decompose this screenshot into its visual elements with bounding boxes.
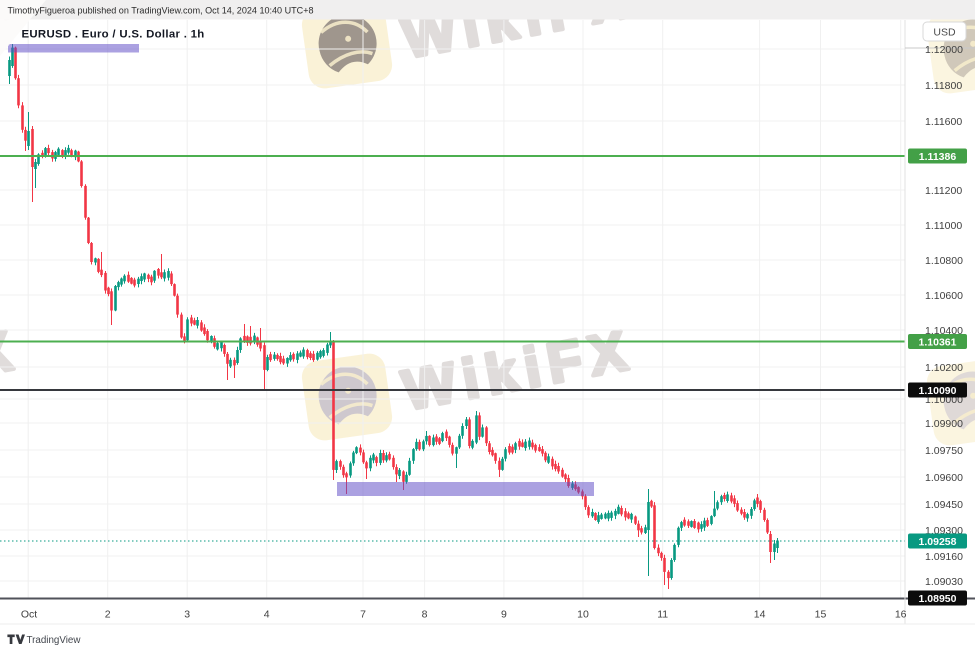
svg-text:1.09258: 1.09258: [919, 536, 957, 548]
svg-text:11: 11: [657, 609, 668, 621]
svg-text:1.11200: 1.11200: [925, 185, 962, 197]
svg-text:1.09160: 1.09160: [925, 551, 963, 563]
svg-text:Oct: Oct: [21, 609, 37, 621]
svg-text:EURUSD . Euro / U.S. Dollar .: EURUSD . Euro / U.S. Dollar . 1h: [22, 29, 205, 41]
svg-text:1.10600: 1.10600: [925, 290, 963, 302]
svg-text:3: 3: [184, 609, 190, 621]
svg-text:TimothyFigueroa published on T: TimothyFigueroa published on TradingView…: [8, 6, 314, 16]
svg-text:2: 2: [105, 609, 111, 621]
svg-text:1.09030: 1.09030: [925, 576, 963, 588]
svg-text:1.10090: 1.10090: [919, 385, 957, 397]
svg-text:1.11386: 1.11386: [919, 151, 957, 163]
svg-text:1.12000: 1.12000: [925, 44, 963, 56]
svg-text:4: 4: [264, 609, 270, 621]
svg-text:15: 15: [815, 609, 827, 621]
svg-text:1.09600: 1.09600: [925, 472, 963, 484]
svg-text:10: 10: [577, 609, 589, 621]
svg-text:USD: USD: [933, 27, 956, 39]
svg-text:1.09750: 1.09750: [925, 445, 963, 457]
svg-text:1.09900: 1.09900: [925, 418, 963, 430]
svg-text:1.11800: 1.11800: [925, 80, 962, 92]
svg-text:1.10200: 1.10200: [925, 362, 963, 374]
svg-text:14: 14: [754, 609, 766, 621]
svg-text:8: 8: [422, 609, 428, 621]
svg-text:1.10361: 1.10361: [919, 336, 957, 348]
svg-text:7: 7: [360, 609, 366, 621]
svg-text:1.10800: 1.10800: [925, 255, 963, 267]
svg-text:1.09450: 1.09450: [925, 499, 963, 511]
svg-text:1.11600: 1.11600: [925, 116, 962, 128]
svg-text:1.11000: 1.11000: [925, 220, 962, 232]
svg-text:TradingView: TradingView: [27, 635, 82, 646]
svg-text:1.08950: 1.08950: [919, 593, 957, 605]
svg-text:16: 16: [895, 609, 907, 621]
svg-text:1.10400: 1.10400: [925, 325, 963, 337]
svg-text:9: 9: [501, 609, 507, 621]
